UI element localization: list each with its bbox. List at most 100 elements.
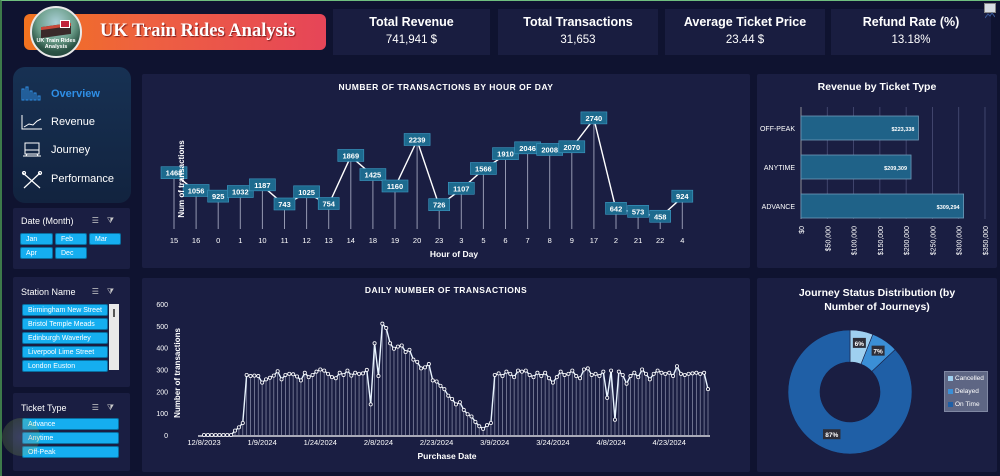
- data-point: [205, 432, 210, 437]
- revenue-ticket-chart: $0 $50,000 $100,000 $150,000 $200,000 $250,00…: [760, 107, 990, 255]
- data-point: [543, 370, 548, 375]
- clear-filter-icon[interactable]: ⧩: [106, 216, 122, 225]
- slicer-option[interactable]: Jan: [20, 233, 53, 245]
- image-icon[interactable]: [984, 3, 996, 19]
- data-label: 1025: [298, 188, 315, 197]
- data-point: [581, 367, 586, 372]
- data-point: [690, 371, 695, 376]
- data-point: [628, 374, 633, 379]
- data-point: [539, 374, 544, 379]
- slicer-option[interactable]: Birmingham New Street: [22, 304, 108, 316]
- logo: UK Train Rides Analysis: [30, 6, 82, 58]
- data-label: 1107: [453, 184, 469, 193]
- journey-status-chart: 6% 7% 87%: [787, 329, 913, 455]
- slicer-option[interactable]: Dec: [55, 247, 87, 259]
- data-point: [616, 369, 621, 374]
- y-tick-label: 100: [156, 411, 168, 418]
- nav-item-performance[interactable]: Performance: [21, 170, 114, 189]
- nav-label: Overview: [51, 88, 100, 100]
- data-point: [702, 370, 707, 375]
- y-axis-title: Num of transactions: [177, 140, 186, 218]
- data-point: [322, 368, 327, 373]
- data-point: [512, 375, 517, 380]
- slicer-option[interactable]: Anytime: [22, 432, 119, 444]
- nav-item-journey[interactable]: Journey: [21, 142, 90, 158]
- slicer-option[interactable]: Off-Peak: [22, 446, 119, 458]
- x-tick-label: 2/8/2024: [364, 438, 393, 447]
- data-label: 1468: [166, 169, 183, 178]
- data-point: [519, 369, 524, 374]
- data-point: [655, 368, 660, 373]
- data-label: 754: [322, 200, 335, 209]
- slicer-option[interactable]: Liverpool Lime Street: [22, 346, 108, 358]
- data-label: 743: [278, 200, 291, 209]
- x-axis-title: Hour of Day: [430, 249, 478, 259]
- x-tick-label: 1/9/2024: [248, 438, 277, 447]
- data-point: [318, 367, 323, 372]
- x-tick-label: 15: [170, 236, 178, 245]
- slicer-option[interactable]: Advance: [22, 418, 119, 430]
- data-point: [360, 371, 365, 376]
- data-point: [450, 396, 455, 401]
- bar-value-label: $209,309: [884, 166, 907, 172]
- slicer-option[interactable]: Apr: [20, 247, 53, 259]
- y-tick-label: 0: [164, 433, 168, 440]
- x-tick-label: 3/9/2024: [480, 438, 509, 447]
- data-point: [341, 372, 346, 377]
- multi-select-icon[interactable]: ☰: [91, 403, 107, 412]
- legend-swatch: [948, 376, 953, 381]
- data-point: [326, 371, 331, 376]
- data-label: 2239: [409, 135, 426, 144]
- y-axis-title: Number of transactions: [173, 328, 182, 418]
- data-label: 87%: [825, 432, 838, 439]
- data-label: 642: [610, 204, 623, 213]
- scrollbar-thumb[interactable]: [113, 309, 115, 317]
- y-tick-label: 300: [156, 368, 168, 375]
- x-tick-label: 12: [302, 236, 310, 245]
- data-label-box: [447, 181, 475, 195]
- data-point: [558, 369, 563, 374]
- slicer-option[interactable]: London Euston: [22, 360, 108, 372]
- data-label: 2740: [586, 114, 603, 123]
- slicer-option[interactable]: Feb: [55, 233, 87, 245]
- data-point: [477, 424, 482, 429]
- multi-select-icon[interactable]: ☰: [91, 287, 107, 296]
- slicer-option[interactable]: Bristol Temple Meads: [22, 318, 108, 330]
- bar: [800, 154, 912, 180]
- data-point: [329, 375, 334, 380]
- data-point: [508, 371, 513, 376]
- data-point: [496, 371, 501, 376]
- slicer-option[interactable]: Mar: [89, 233, 121, 245]
- nav-item-revenue[interactable]: Revenue: [21, 114, 95, 130]
- data-point: [438, 383, 443, 388]
- data-label: 2070: [563, 143, 580, 152]
- data-point: [345, 368, 350, 373]
- x-tick-label: 14: [347, 236, 355, 245]
- slicer-scrollbar[interactable]: [109, 304, 119, 370]
- data-label-box: [558, 140, 586, 154]
- data-point: [694, 370, 699, 375]
- data-label-box: [822, 429, 841, 440]
- nav-label: Journey: [51, 144, 91, 156]
- kpi-value: 13.18%: [891, 34, 931, 46]
- data-point: [395, 344, 400, 349]
- multi-select-icon[interactable]: ☰: [91, 216, 107, 225]
- data-point: [225, 432, 230, 437]
- x-tick-label: 5: [481, 236, 485, 245]
- hourly-chart-title: NUMBER OF TRANSACTIONS BY HOUR OF DAY: [338, 82, 554, 92]
- x-tick-label: 10: [258, 236, 266, 245]
- data-point: [492, 372, 497, 377]
- nav-item-overview[interactable]: Overview: [21, 86, 100, 102]
- kpi-value: 23.44 $: [725, 34, 765, 46]
- watermark-logo: [2, 418, 40, 456]
- data-point: [236, 425, 241, 430]
- data-label-box: [381, 179, 409, 193]
- clear-filter-icon[interactable]: ⧩: [106, 403, 122, 412]
- data-point: [636, 375, 641, 380]
- clear-filter-icon[interactable]: ⧩: [106, 287, 122, 296]
- data-point: [333, 376, 338, 381]
- data-point: [275, 369, 280, 374]
- slicer-option[interactable]: Edinburgh Waverley: [22, 332, 108, 344]
- x-tick-label: 7: [526, 236, 530, 245]
- bar: [800, 115, 919, 141]
